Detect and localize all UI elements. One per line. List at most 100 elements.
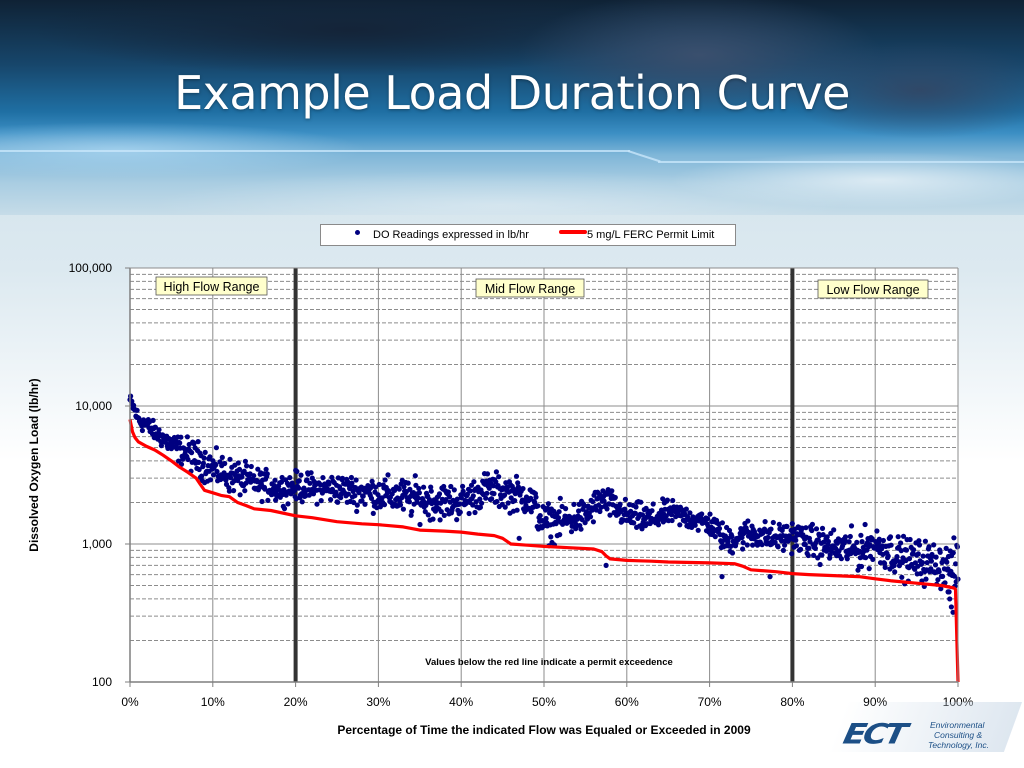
- data-point: [885, 553, 891, 559]
- data-point: [668, 512, 675, 518]
- data-point: [660, 496, 666, 502]
- data-point: [352, 493, 358, 499]
- header-banner: [0, 0, 1024, 215]
- data-point: [739, 534, 745, 541]
- data-point: [894, 554, 900, 560]
- data-point: [557, 532, 563, 538]
- data-point: [177, 440, 183, 446]
- data-point: [201, 455, 207, 461]
- data-point: [784, 523, 790, 530]
- data-point: [866, 566, 872, 572]
- data-point: [502, 492, 508, 498]
- data-point: [597, 508, 603, 515]
- data-point: [824, 534, 830, 540]
- data-point: [882, 564, 888, 571]
- data-point: [150, 417, 156, 423]
- data-point: [428, 488, 434, 494]
- data-point: [587, 514, 594, 520]
- data-point: [555, 515, 562, 521]
- data-point: [513, 473, 520, 479]
- data-point: [471, 479, 477, 485]
- data-point: [931, 542, 937, 548]
- data-point: [502, 504, 508, 510]
- data-point: [827, 552, 833, 558]
- data-point: [563, 506, 569, 512]
- data-point: [348, 474, 354, 481]
- data-point: [479, 500, 485, 506]
- data-point: [421, 484, 427, 490]
- data-point: [650, 501, 656, 507]
- data-point: [920, 553, 926, 559]
- data-point: [707, 511, 713, 517]
- logo-line: Environmental: [930, 720, 985, 730]
- data-point: [386, 488, 392, 494]
- data-point: [477, 504, 483, 510]
- data-point: [568, 529, 575, 535]
- data-point: [695, 527, 701, 533]
- data-point: [406, 499, 412, 505]
- data-point: [922, 538, 929, 544]
- x-tick-label: 40%: [449, 695, 473, 709]
- data-point: [919, 560, 926, 566]
- data-point: [248, 463, 254, 470]
- data-point: [806, 545, 812, 551]
- data-point: [467, 488, 473, 494]
- data-point: [951, 535, 957, 541]
- data-point: [472, 509, 478, 516]
- data-point: [486, 485, 492, 491]
- flow-range-label: Mid Flow Range: [485, 282, 575, 296]
- data-point: [178, 434, 184, 440]
- data-point: [726, 527, 733, 534]
- data-point: [195, 439, 201, 445]
- data-point: [780, 547, 787, 554]
- data-point: [207, 477, 214, 483]
- data-point: [264, 471, 270, 477]
- data-point: [400, 506, 406, 512]
- data-point: [464, 491, 470, 497]
- data-point: [945, 589, 951, 595]
- y-tick-label: 10,000: [75, 399, 112, 413]
- data-point: [354, 502, 360, 508]
- data-point: [898, 548, 904, 554]
- data-point: [460, 483, 466, 489]
- x-tick-label: 20%: [284, 695, 308, 709]
- data-point: [950, 609, 956, 615]
- data-point: [535, 503, 541, 509]
- data-point: [443, 497, 449, 503]
- data-point: [802, 541, 808, 548]
- data-point: [272, 477, 278, 483]
- data-point: [251, 473, 257, 479]
- data-point: [415, 495, 421, 501]
- data-point: [262, 486, 268, 492]
- data-point: [466, 510, 472, 517]
- data-point: [444, 507, 450, 513]
- data-point: [296, 478, 302, 484]
- chart-legend: DO Readings expressed in lb/hr 5 mg/L FE…: [320, 224, 736, 246]
- data-point: [825, 538, 832, 545]
- data-point: [438, 509, 444, 515]
- data-point: [622, 496, 629, 502]
- data-point: [907, 536, 913, 543]
- data-point: [385, 472, 391, 478]
- data-point: [649, 508, 655, 514]
- data-point: [537, 513, 543, 519]
- data-point: [228, 475, 234, 481]
- data-point: [744, 542, 750, 548]
- data-point: [271, 483, 277, 489]
- data-point: [460, 488, 466, 494]
- data-point: [846, 539, 852, 545]
- data-point: [948, 604, 954, 610]
- data-point: [477, 496, 483, 502]
- data-point: [831, 527, 837, 533]
- data-point: [716, 525, 723, 532]
- data-point: [397, 502, 404, 508]
- data-point: [882, 560, 888, 567]
- data-point: [817, 561, 823, 568]
- data-point: [954, 544, 961, 550]
- data-point: [836, 548, 842, 554]
- data-point: [349, 480, 355, 486]
- data-point: [401, 484, 407, 490]
- data-point: [571, 501, 577, 507]
- data-point: [705, 516, 711, 522]
- data-point: [638, 499, 644, 505]
